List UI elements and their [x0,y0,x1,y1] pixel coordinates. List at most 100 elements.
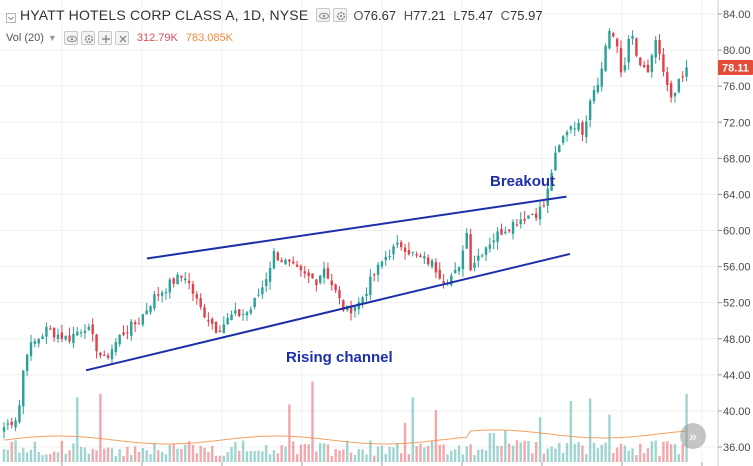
candle [465,228,468,249]
candle [388,249,391,261]
candle [137,317,141,325]
candle [384,250,387,266]
volume-bar [450,450,453,462]
volume-bar [673,444,677,462]
volume-bar [303,443,306,462]
candle [677,78,681,94]
candle [130,318,133,341]
candle [184,272,187,284]
candle [342,299,345,312]
volume-bar [45,454,48,462]
double-chevron-right-icon[interactable]: » [680,423,706,449]
volume-bar [322,443,326,462]
volume-bar [91,448,94,462]
trendlines [85,195,571,372]
candle [473,255,476,272]
close-label: C [500,7,511,23]
gear-icon[interactable] [80,31,95,45]
plus-icon[interactable] [97,31,112,45]
candle [292,256,295,265]
close-icon[interactable] [114,31,129,45]
chevron-down-icon[interactable] [6,10,16,23]
volume-bar [180,448,183,462]
price-tick-label: 76.00 [723,81,751,93]
open-value: 76.67 [363,7,397,23]
ohlc-values: O76.67 H77.21 L75.47 C75.97 [353,8,542,23]
volume-bar [376,446,380,462]
candle [619,40,623,78]
volume-bar [284,446,287,462]
upper-channel-trendline[interactable] [146,195,567,260]
candle [361,295,364,309]
volume-bar [22,447,25,462]
volume-bar [488,432,492,462]
candle [261,280,264,299]
volume-bar [511,445,515,462]
candle [234,302,237,317]
volume-bar [280,445,283,462]
candle [608,28,611,50]
candle [280,257,283,263]
volume-bar [573,443,576,462]
volume-bar [469,444,472,462]
candle [153,290,156,311]
gear-icon[interactable] [333,8,348,22]
candle [257,288,260,297]
volume-bar [550,446,553,462]
volume-bar [619,443,623,462]
candle [573,121,576,137]
chevron-down-icon[interactable]: ▼ [47,33,57,43]
volume-bar [160,451,164,462]
symbol-title[interactable]: HYATT HOTELS CORP CLASS A, 1D, NYSE [20,7,309,23]
volume-bar [419,443,422,462]
volume-bar [315,451,318,462]
candle [311,273,314,279]
candle [662,47,665,77]
candle [581,120,584,142]
candle [203,304,206,319]
candle [157,286,160,302]
candle [569,125,573,134]
candle [238,309,241,318]
price-axis: 84.00 80.00 76.00 72.00 68.00 64.00 60.00 56.00… [717,0,751,466]
symbol-legend: HYATT HOTELS CORP CLASS A, 1D, NYSE O76.… [6,7,543,23]
volume-bar [507,443,511,462]
candle [349,300,353,321]
candle [507,229,511,233]
volume-bar [407,454,411,462]
volume-bar [261,451,264,462]
annotation-breakout[interactable]: Breakout [490,173,555,190]
candle [211,317,214,330]
eye-icon[interactable] [63,31,78,45]
eye-icon[interactable] [316,8,331,22]
price-tick-label: 64.00 [723,189,751,201]
volume-bar [588,398,592,462]
volume-bar [272,450,276,462]
annotation-rising-channel[interactable]: Rising channel [286,349,393,366]
candle [110,344,114,365]
candle [199,293,202,310]
volume-bar [399,453,403,462]
candle [56,328,60,343]
volume-bar [342,449,345,462]
volume-bar [114,455,118,462]
volume-bar [585,453,588,462]
volume-bar [33,441,37,462]
candle [338,286,341,305]
volume-bar [184,444,187,462]
volume-bar [64,453,67,462]
candle [149,305,152,316]
volume-indicator-label[interactable]: Vol (20) [6,32,44,44]
lower-channel-trendline[interactable] [85,252,571,372]
candle [365,287,368,302]
candle [407,242,411,256]
chart-header: HYATT HOTELS CORP CLASS A, 1D, NYSE O76.… [0,0,720,54]
volume-bar [268,454,272,462]
candle [623,57,627,73]
candle [685,59,688,82]
candle [600,61,603,92]
volume-bar [654,440,657,462]
candle [122,325,125,337]
candle [523,210,526,225]
